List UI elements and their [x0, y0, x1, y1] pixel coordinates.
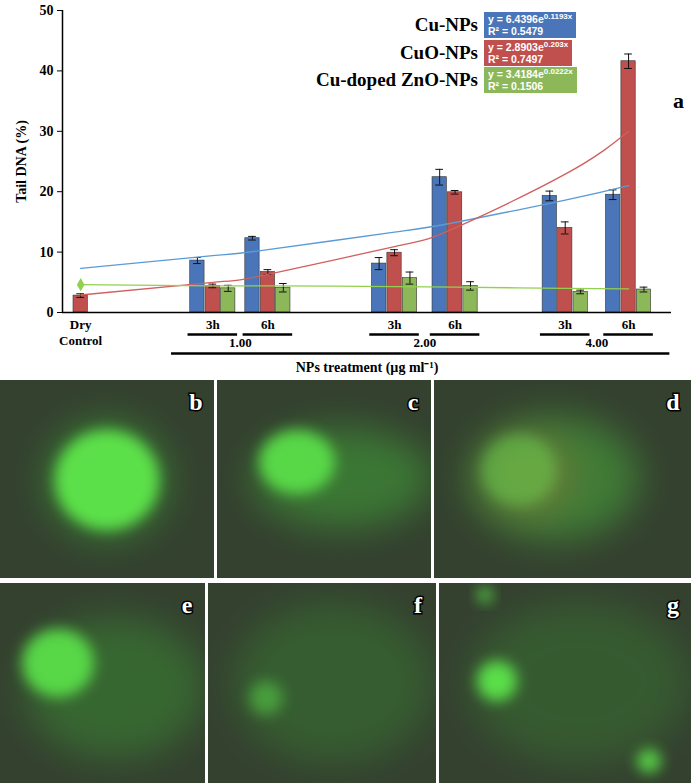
svg-text:DryControl: DryControl [59, 317, 102, 348]
svg-text:NPs treatment (µg ml⁻¹): NPs treatment (µg ml⁻¹) [296, 360, 439, 376]
svg-text:c: c [408, 389, 419, 415]
svg-text:2.00: 2.00 [413, 335, 436, 350]
html-text:CuO-NPs: CuO-NPs [399, 42, 478, 63]
svg-text:4.00: 4.00 [586, 335, 609, 350]
svg-text:3h: 3h [558, 317, 573, 332]
svg-text:1.00: 1.00 [229, 335, 252, 350]
svg-text:50: 50 [40, 3, 54, 18]
svg-text:3h: 3h [206, 317, 221, 332]
svg-text:40: 40 [40, 63, 54, 78]
html-text:R² = 0.5479: R² = 0.5479 [488, 25, 544, 37]
html-text:a: a [673, 88, 684, 113]
svg-text:g: g [667, 592, 679, 618]
svg-text:3h: 3h [388, 317, 403, 332]
svg-text:b: b [189, 389, 202, 415]
svg-text:30: 30 [40, 124, 54, 139]
svg-text:0: 0 [47, 305, 54, 320]
html-text:R² = 0.7497: R² = 0.7497 [488, 53, 544, 65]
html-text:R² = 0.1506: R² = 0.1506 [488, 80, 544, 92]
svg-text:6h: 6h [622, 317, 637, 332]
html-text:Cu-doped ZnO-NPs: Cu-doped ZnO-NPs [315, 69, 478, 90]
html-text:y = 6.4396e0.1193x: y = 6.4396e0.1193x [488, 11, 573, 25]
svg-text:f: f [414, 592, 423, 618]
html-text:Cu-NPs: Cu-NPs [414, 14, 478, 35]
svg-text:6h: 6h [448, 317, 463, 332]
svg-text:e: e [182, 592, 193, 618]
html-text:y = 2.8903e0.203x: y = 2.8903e0.203x [488, 39, 569, 53]
svg-text:20: 20 [40, 184, 54, 199]
svg-text:d: d [666, 389, 680, 415]
svg-text:6h: 6h [261, 317, 276, 332]
html-text:y = 3.4184e0.0222x: y = 3.4184e0.0222x [488, 66, 573, 80]
svg-text:10: 10 [40, 245, 54, 260]
svg-text:Tail DNA (%): Tail DNA (%) [14, 120, 30, 203]
